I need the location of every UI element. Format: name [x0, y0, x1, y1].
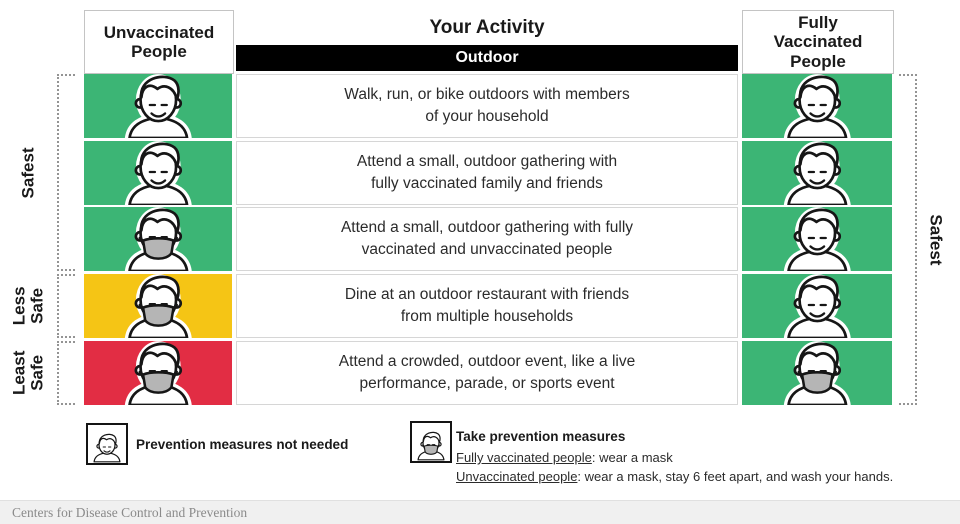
masked-person-icon — [124, 341, 192, 405]
masked-person-icon — [415, 431, 447, 461]
masked-person-icon — [783, 341, 851, 405]
activity-cell: Attend a small, outdoor gathering with f… — [236, 141, 738, 205]
unvaccinated-risk-cell — [84, 274, 232, 338]
legend-no-measures-label: Prevention measures not needed — [136, 436, 349, 452]
table-row: Walk, run, or bike outdoors with members… — [0, 74, 960, 138]
activity-text: Dine at an outdoor restaurant with frien… — [344, 286, 630, 325]
legend-vaccinated-rule: Fully vaccinated people: wear a mask — [456, 450, 673, 465]
legend-vaccinated-rule-label: Fully vaccinated people — [456, 450, 592, 465]
activity-text: Attend a crowded, outdoor event, like a … — [338, 353, 636, 392]
unvaccinated-risk-cell — [84, 141, 232, 205]
activity-cell: Walk, run, or bike outdoors with members… — [236, 74, 738, 138]
unvaccinated-risk-cell — [84, 74, 232, 138]
activity-cell: Attend a crowded, outdoor event, like a … — [236, 341, 738, 405]
vaccinated-risk-cell — [742, 207, 892, 271]
masked-person-icon — [124, 207, 192, 271]
activity-text: Attend a small, outdoor gathering with f… — [340, 219, 634, 258]
outdoor-section-bar: Outdoor — [236, 45, 738, 71]
legend-unmasked-box — [86, 423, 128, 465]
activity-text: Attend a small, outdoor gathering with f… — [356, 153, 618, 192]
activity-text: Walk, run, or bike outdoors with members… — [344, 86, 630, 125]
person-icon — [783, 274, 851, 338]
person-icon — [124, 141, 192, 205]
safest-bracket-right — [899, 74, 917, 405]
legend-measures-title: Take prevention measures — [456, 428, 626, 444]
table-row: Attend a small, outdoor gathering with f… — [0, 207, 960, 271]
table-row: Attend a small, outdoor gathering with f… — [0, 141, 960, 205]
vaccinated-risk-cell — [742, 141, 892, 205]
activity-cell: Dine at an outdoor restaurant with frien… — [236, 274, 738, 338]
safest-label-left: Safest — [19, 146, 39, 199]
masked-person-icon — [124, 274, 192, 338]
footer-strip: Centers for Disease Control and Preventi… — [0, 500, 960, 524]
person-icon — [91, 433, 123, 463]
person-icon — [783, 207, 851, 271]
table-row: Attend a crowded, outdoor event, like a … — [0, 341, 960, 405]
table-row: Dine at an outdoor restaurant with frien… — [0, 274, 960, 338]
your-activity-header: Your Activity — [429, 16, 545, 38]
safest-label-right: Safest — [926, 213, 946, 266]
safest-bracket-left — [57, 74, 75, 271]
activity-cell: Attend a small, outdoor gathering with f… — [236, 207, 738, 271]
legend-unvaccinated-rule: Unvaccinated people: wear a mask, stay 6… — [456, 469, 894, 484]
unvaccinated-risk-cell — [84, 341, 232, 405]
unvaccinated-risk-cell — [84, 207, 232, 271]
person-icon — [124, 74, 192, 138]
vaccinated-risk-cell — [742, 341, 892, 405]
legend-masked-box — [410, 421, 452, 463]
cdc-attribution: Centers for Disease Control and Preventi… — [12, 505, 248, 520]
less-safe-bracket — [57, 274, 75, 338]
unvaccinated-people-header: Unvaccinated People — [84, 10, 234, 74]
person-icon — [783, 141, 851, 205]
fully-vaccinated-people-header: Fully Vaccinated People — [742, 10, 894, 74]
least-safe-label: Least Safe — [9, 350, 46, 396]
least-safe-bracket — [57, 341, 75, 405]
legend-unvaccinated-rule-label: Unvaccinated people — [456, 469, 578, 484]
vaccinated-risk-cell — [742, 274, 892, 338]
person-icon — [783, 74, 851, 138]
vaccinated-risk-cell — [742, 74, 892, 138]
less-safe-label: Less Safe — [9, 286, 46, 326]
